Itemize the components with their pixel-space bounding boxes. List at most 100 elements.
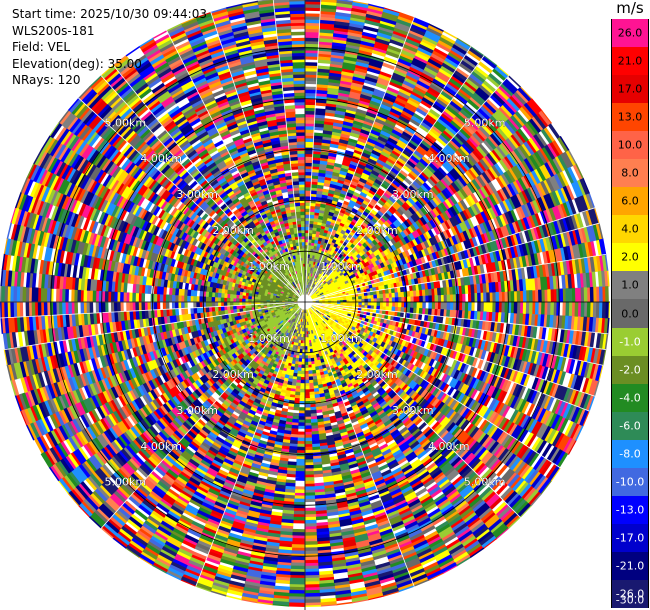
ray-gap xyxy=(312,207,596,301)
ray-gap xyxy=(312,303,596,397)
ray-gap xyxy=(312,303,604,366)
colorbar-tick-label: 8.0 xyxy=(621,166,639,180)
ray-gap xyxy=(100,307,301,529)
range-label: 1.00km xyxy=(320,332,362,345)
range-label: 1.00km xyxy=(248,332,290,345)
ray-gap xyxy=(0,301,298,319)
gate-color-13 xyxy=(10,0,600,607)
colorbar-tick-label: 10.0 xyxy=(617,138,643,152)
range-label: 4.00km xyxy=(140,152,182,165)
colorbar-segment xyxy=(612,47,648,76)
colorbar-segment xyxy=(612,327,648,357)
range-label: 4.00km xyxy=(140,440,182,453)
range-label: 2.00km xyxy=(212,368,254,381)
ray-gap xyxy=(195,308,303,587)
colorbar-tick-label: -10.0 xyxy=(615,475,645,489)
colorbar-tick-label: 13.0 xyxy=(617,110,643,124)
range-label: 1.00km xyxy=(320,260,362,273)
range-label: 5.00km xyxy=(464,116,506,129)
range-label: 3.00km xyxy=(392,404,434,417)
colorbar-tick-label: -2.0 xyxy=(619,363,641,377)
colorbar-tick-label: 21.0 xyxy=(617,54,643,68)
ray-gap xyxy=(166,30,302,296)
ray-gap xyxy=(3,302,298,351)
velocity-gates xyxy=(0,0,610,608)
ray-gap xyxy=(78,97,300,298)
range-label: 1.00km xyxy=(248,260,290,273)
ray-gap xyxy=(272,0,305,295)
range-label: 3.00km xyxy=(176,404,218,417)
colorbar xyxy=(611,19,649,609)
field-label: Field: VEL xyxy=(12,40,71,54)
colorbar-tick-label: -13.0 xyxy=(615,503,645,517)
range-label: 2.00km xyxy=(356,368,398,381)
colorbar-segment xyxy=(612,355,648,385)
range-label: 2.00km xyxy=(356,224,398,237)
ray-gap xyxy=(310,307,521,518)
ray-gap xyxy=(308,45,472,296)
range-label: 5.00km xyxy=(104,476,146,489)
colorbar-segment xyxy=(612,411,648,441)
range-label: 3.00km xyxy=(176,188,218,201)
range-label: 2.00km xyxy=(212,224,254,237)
ray-gap xyxy=(307,308,415,587)
ray-gap xyxy=(312,222,600,301)
colorbar-segment xyxy=(612,19,648,48)
colorbar-tick-label: 2.0 xyxy=(621,250,639,264)
colorbar-tick-label: -26.0 xyxy=(615,587,645,601)
colorbar-segment xyxy=(612,551,648,581)
colorbar-tick-label: -8.0 xyxy=(619,447,641,461)
start-time-label: Start time: 2025/10/30 09:44:03 xyxy=(12,7,207,21)
colorbar-tick-label: 0.0 xyxy=(621,307,639,320)
colorbar-tick-label: 4.0 xyxy=(621,222,639,236)
colorbar-segment xyxy=(612,299,648,329)
range-label: 4.00km xyxy=(428,152,470,165)
colorbar-tick-label: 26.0 xyxy=(617,26,643,40)
nrays-label: NRays: 120 xyxy=(12,73,81,87)
gate-color-12 xyxy=(16,0,609,593)
colorbar-segment xyxy=(612,131,648,160)
ray-gap xyxy=(100,75,301,297)
ray-gap xyxy=(210,11,304,295)
range-label: 5.00km xyxy=(464,476,506,489)
colorbar-segment xyxy=(612,579,648,609)
colorbar-segment xyxy=(612,523,648,553)
colorbar-tick-label: -30.0 xyxy=(615,593,645,607)
colorbar-segment xyxy=(612,439,648,469)
range-label: 5.00km xyxy=(104,116,146,129)
colorbar-tick-label: -4.0 xyxy=(619,391,641,405)
colorbar-unit: m/s xyxy=(616,0,644,17)
colorbar-segment xyxy=(612,467,648,497)
ray-gap xyxy=(304,0,322,295)
colorbar-tick-label: -6.0 xyxy=(619,419,641,433)
colorbar-segment xyxy=(612,215,648,244)
ray-gap xyxy=(311,305,562,469)
instrument-label: WLS200s-181 xyxy=(12,23,95,38)
ray-gap xyxy=(312,302,607,351)
colorbar-segment xyxy=(612,243,648,272)
gate-color-0 xyxy=(10,4,605,605)
ray-gap xyxy=(311,304,590,412)
gate-color-3 xyxy=(1,0,606,606)
colorbar-segment xyxy=(612,383,648,413)
gate-color-6 xyxy=(3,0,603,606)
colorbar-tick-label: -17.0 xyxy=(615,531,645,545)
colorbar-tick-label: 6.0 xyxy=(621,194,639,208)
crosshair-axes xyxy=(0,0,610,610)
range-ring-labels: 1.00km 1.00km 1.00km 1.00km 2.00km 2.00km 2.00… xyxy=(104,116,506,489)
ray-gap xyxy=(312,302,609,335)
ray-gap xyxy=(309,55,485,297)
ppi-plot: 1.00km 1.00km 1.00km 1.00km 2.00km 2.00km 2.00… xyxy=(0,0,610,610)
colorbar-segment xyxy=(612,159,648,188)
ray-gap xyxy=(112,64,301,297)
colorbar-tick-label: -1.0 xyxy=(619,335,641,349)
metadata-block: Start time: 2025/10/30 09:44:03 WLS200s-… xyxy=(12,6,207,89)
ray-gap xyxy=(312,253,607,302)
colorbar-tick-label: 1.0 xyxy=(621,278,639,292)
colorbar-tick-label: -21.0 xyxy=(615,559,645,573)
gate-color-14 xyxy=(1,5,592,606)
colorbar-segment xyxy=(612,271,648,300)
range-label: 3.00km xyxy=(392,188,434,201)
ray-gap xyxy=(307,17,415,296)
colorbar-segment xyxy=(612,187,648,216)
